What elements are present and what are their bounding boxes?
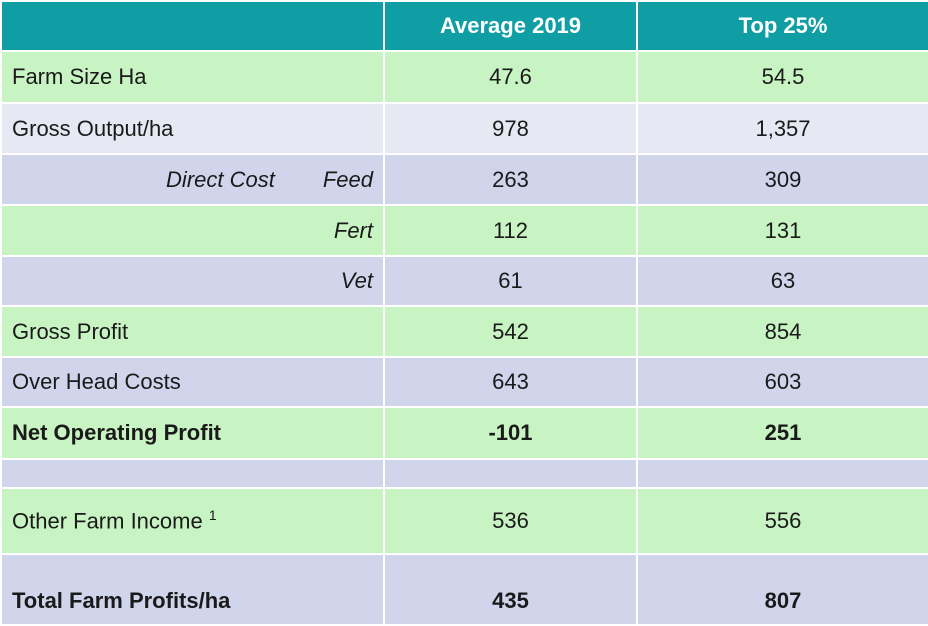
empty-cell <box>636 458 928 489</box>
row-label: Over Head Costs <box>0 356 385 408</box>
cell: 435 <box>383 553 638 626</box>
row: Net Operating Profit -101 251 <box>0 406 928 460</box>
header-cell <box>0 0 385 52</box>
row: Gross Output/ha 978 1,357 <box>0 102 928 155</box>
row: Other Farm Income 1 536 556 <box>0 487 928 555</box>
cell: 643 <box>383 356 638 408</box>
row-label: Total Farm Profits/ha <box>0 553 385 626</box>
cell: -101 <box>383 406 638 460</box>
cell: 807 <box>636 553 928 626</box>
sub-label: Feed <box>322 166 373 192</box>
row: Over Head Costs 643 603 <box>0 356 928 408</box>
header-cell: Top 25% <box>636 0 928 52</box>
header-row: Average 2019 Top 25% <box>0 0 928 52</box>
cell: 131 <box>636 204 928 257</box>
cell: 854 <box>636 305 928 358</box>
cell: 61 <box>383 255 638 307</box>
row-label: Net Operating Profit <box>0 406 385 460</box>
row-label: Other Farm Income 1 <box>0 487 385 555</box>
row-label: Gross Output/ha <box>0 102 385 155</box>
cell: 309 <box>636 153 928 206</box>
footnote-mark: 1 <box>208 507 217 524</box>
group-label: Direct Cost <box>166 166 275 192</box>
row: Fert 112 131 <box>0 204 928 257</box>
empty-cell <box>0 458 385 489</box>
row: Direct Cost Feed 263 309 <box>0 153 928 206</box>
row: Farm Size Ha 47.6 54.5 <box>0 50 928 104</box>
cell: 542 <box>383 305 638 358</box>
row-label: Fert <box>0 204 385 257</box>
empty-cell <box>383 458 638 489</box>
row: Total Farm Profits/ha 435 807 <box>0 553 928 626</box>
spacer-row <box>0 458 928 489</box>
row: Gross Profit 542 854 <box>0 305 928 358</box>
cell: 603 <box>636 356 928 408</box>
row-label: Direct Cost Feed <box>0 153 385 206</box>
cell: 112 <box>383 204 638 257</box>
cell: 54.5 <box>636 50 928 104</box>
cell: 263 <box>383 153 638 206</box>
cell: 1,357 <box>636 102 928 155</box>
row-label: Gross Profit <box>0 305 385 358</box>
label-text: Other Farm Income <box>12 508 203 534</box>
cell: 47.6 <box>383 50 638 104</box>
cell: 978 <box>383 102 638 155</box>
cell: 536 <box>383 487 638 555</box>
header-cell: Average 2019 <box>383 0 638 52</box>
cell: 556 <box>636 487 928 555</box>
cell: 251 <box>636 406 928 460</box>
row-label: Vet <box>0 255 385 307</box>
row: Vet 61 63 <box>0 255 928 307</box>
cell: 63 <box>636 255 928 307</box>
row-label: Farm Size Ha <box>0 50 385 104</box>
